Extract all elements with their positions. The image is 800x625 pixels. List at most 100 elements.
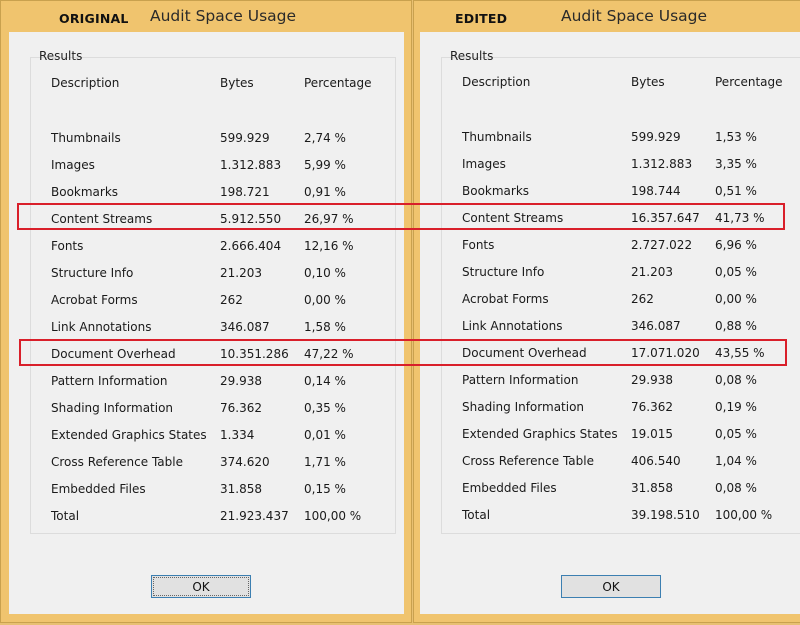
row-description: Bookmarks [51,185,119,199]
table-row: Structure Info 21.203 0,10 % [9,266,404,286]
table-row: Embedded Files 31.858 0,08 % [420,481,800,501]
row-description: Pattern Information [51,374,168,388]
row-description: Link Annotations [51,320,152,334]
table-row: Thumbnails 599.929 2,74 % [9,131,404,151]
row-bytes: 17.071.020 [631,346,700,360]
row-bytes: 2.666.404 [220,239,282,253]
row-percentage: 5,99 % [304,158,346,172]
row-percentage: 26,97 % [304,212,354,226]
row-percentage: 47,22 % [304,347,354,361]
table-header: Description Bytes Percentage [9,76,404,96]
row-percentage: 43,55 % [715,346,765,360]
row-percentage: 0,19 % [715,400,757,414]
row-bytes: 5.912.550 [220,212,282,226]
row-description: Fonts [462,238,495,252]
ok-button[interactable]: OK [561,575,661,598]
dialog-tag: ORIGINAL [59,11,129,26]
table-row: Pattern Information 29.938 0,14 % [9,374,404,394]
ok-button[interactable]: OK [151,575,251,598]
table-row: Content Streams 5.912.550 26,97 % [9,212,404,232]
table-row: Acrobat Forms 262 0,00 % [420,292,800,312]
row-bytes: 39.198.510 [631,508,700,522]
row-percentage: 0,00 % [304,293,346,307]
table-row: Extended Graphics States 19.015 0,05 % [420,427,800,447]
row-description: Extended Graphics States [51,428,207,442]
table-row: Bookmarks 198.744 0,51 % [420,184,800,204]
row-bytes: 31.858 [631,481,673,495]
row-description: Link Annotations [462,319,563,333]
dialog-title: Audit Space Usage [561,7,708,25]
results-group-label: Results [39,49,83,63]
row-bytes: 599.929 [631,130,681,144]
results-group [441,57,800,534]
row-description: Shading Information [51,401,174,415]
row-bytes: 346.087 [220,320,270,334]
row-percentage: 0,91 % [304,185,346,199]
row-percentage: 1,53 % [715,130,757,144]
row-percentage: 6,96 % [715,238,757,252]
row-bytes: 262 [631,292,654,306]
table-row: Fonts 2.727.022 6,96 % [420,238,800,258]
table-row: Images 1.312.883 3,35 % [420,157,800,177]
row-bytes: 31.858 [220,482,262,496]
row-description: Total [51,509,80,523]
row-description: Pattern Information [462,373,579,387]
row-percentage: 2,74 % [304,131,346,145]
row-bytes: 10.351.286 [220,347,289,361]
table-row: Images 1.312.883 5,99 % [9,158,404,178]
row-percentage: 0,01 % [304,428,346,442]
row-percentage: 1,04 % [715,454,757,468]
table-row: Acrobat Forms 262 0,00 % [9,293,404,313]
row-percentage: 0,05 % [715,265,757,279]
row-percentage: 0,08 % [715,481,757,495]
row-bytes: 2.727.022 [631,238,693,252]
table-header: Description Bytes Percentage [420,75,800,95]
row-percentage: 0,51 % [715,184,757,198]
row-percentage: 1,58 % [304,320,346,334]
row-percentage: 1,71 % [304,455,346,469]
dialog-client-area: Results Description Bytes Percentage Thu… [9,32,404,614]
table-row: Document Overhead 10.351.286 47,22 % [9,347,404,367]
row-description: Images [51,158,95,172]
row-bytes: 21.923.437 [220,509,289,523]
row-description: Embedded Files [51,482,146,496]
table-row: Fonts 2.666.404 12,16 % [9,239,404,259]
row-description: Total [462,508,491,522]
row-description: Images [462,157,506,171]
row-bytes: 1.312.883 [631,157,693,171]
row-percentage: 0,14 % [304,374,346,388]
column-header-description: Description [462,75,531,89]
row-bytes: 346.087 [631,319,681,333]
row-description: Cross Reference Table [51,455,183,469]
row-description: Embedded Files [462,481,557,495]
table-row: Document Overhead 17.071.020 43,55 % [420,346,800,366]
row-description: Bookmarks [462,184,530,198]
dialog-tag: EDITED [455,11,508,26]
row-bytes: 198.721 [220,185,270,199]
row-bytes: 29.938 [220,374,262,388]
row-percentage: 0,08 % [715,373,757,387]
row-description: Cross Reference Table [462,454,594,468]
table-row: Thumbnails 599.929 1,53 % [420,130,800,150]
table-row: Structure Info 21.203 0,05 % [420,265,800,285]
table-row: Cross Reference Table 406.540 1,04 % [420,454,800,474]
row-description: Acrobat Forms [462,292,549,306]
row-percentage: 0,15 % [304,482,346,496]
row-description: Fonts [51,239,84,253]
row-percentage: 100,00 % [304,509,362,523]
table-row: Pattern Information 29.938 0,08 % [420,373,800,393]
row-description: Document Overhead [51,347,176,361]
results-group-label: Results [450,49,494,63]
row-bytes: 76.362 [631,400,673,414]
row-percentage: 12,16 % [304,239,354,253]
row-bytes: 374.620 [220,455,270,469]
row-bytes: 406.540 [631,454,681,468]
row-bytes: 262 [220,293,243,307]
row-bytes: 599.929 [220,131,270,145]
row-description: Thumbnails [51,131,121,145]
row-description: Shading Information [462,400,585,414]
dialog-title: Audit Space Usage [150,7,297,25]
table-row: Content Streams 16.357.647 41,73 % [420,211,800,231]
row-bytes: 21.203 [220,266,262,280]
row-bytes: 29.938 [631,373,673,387]
